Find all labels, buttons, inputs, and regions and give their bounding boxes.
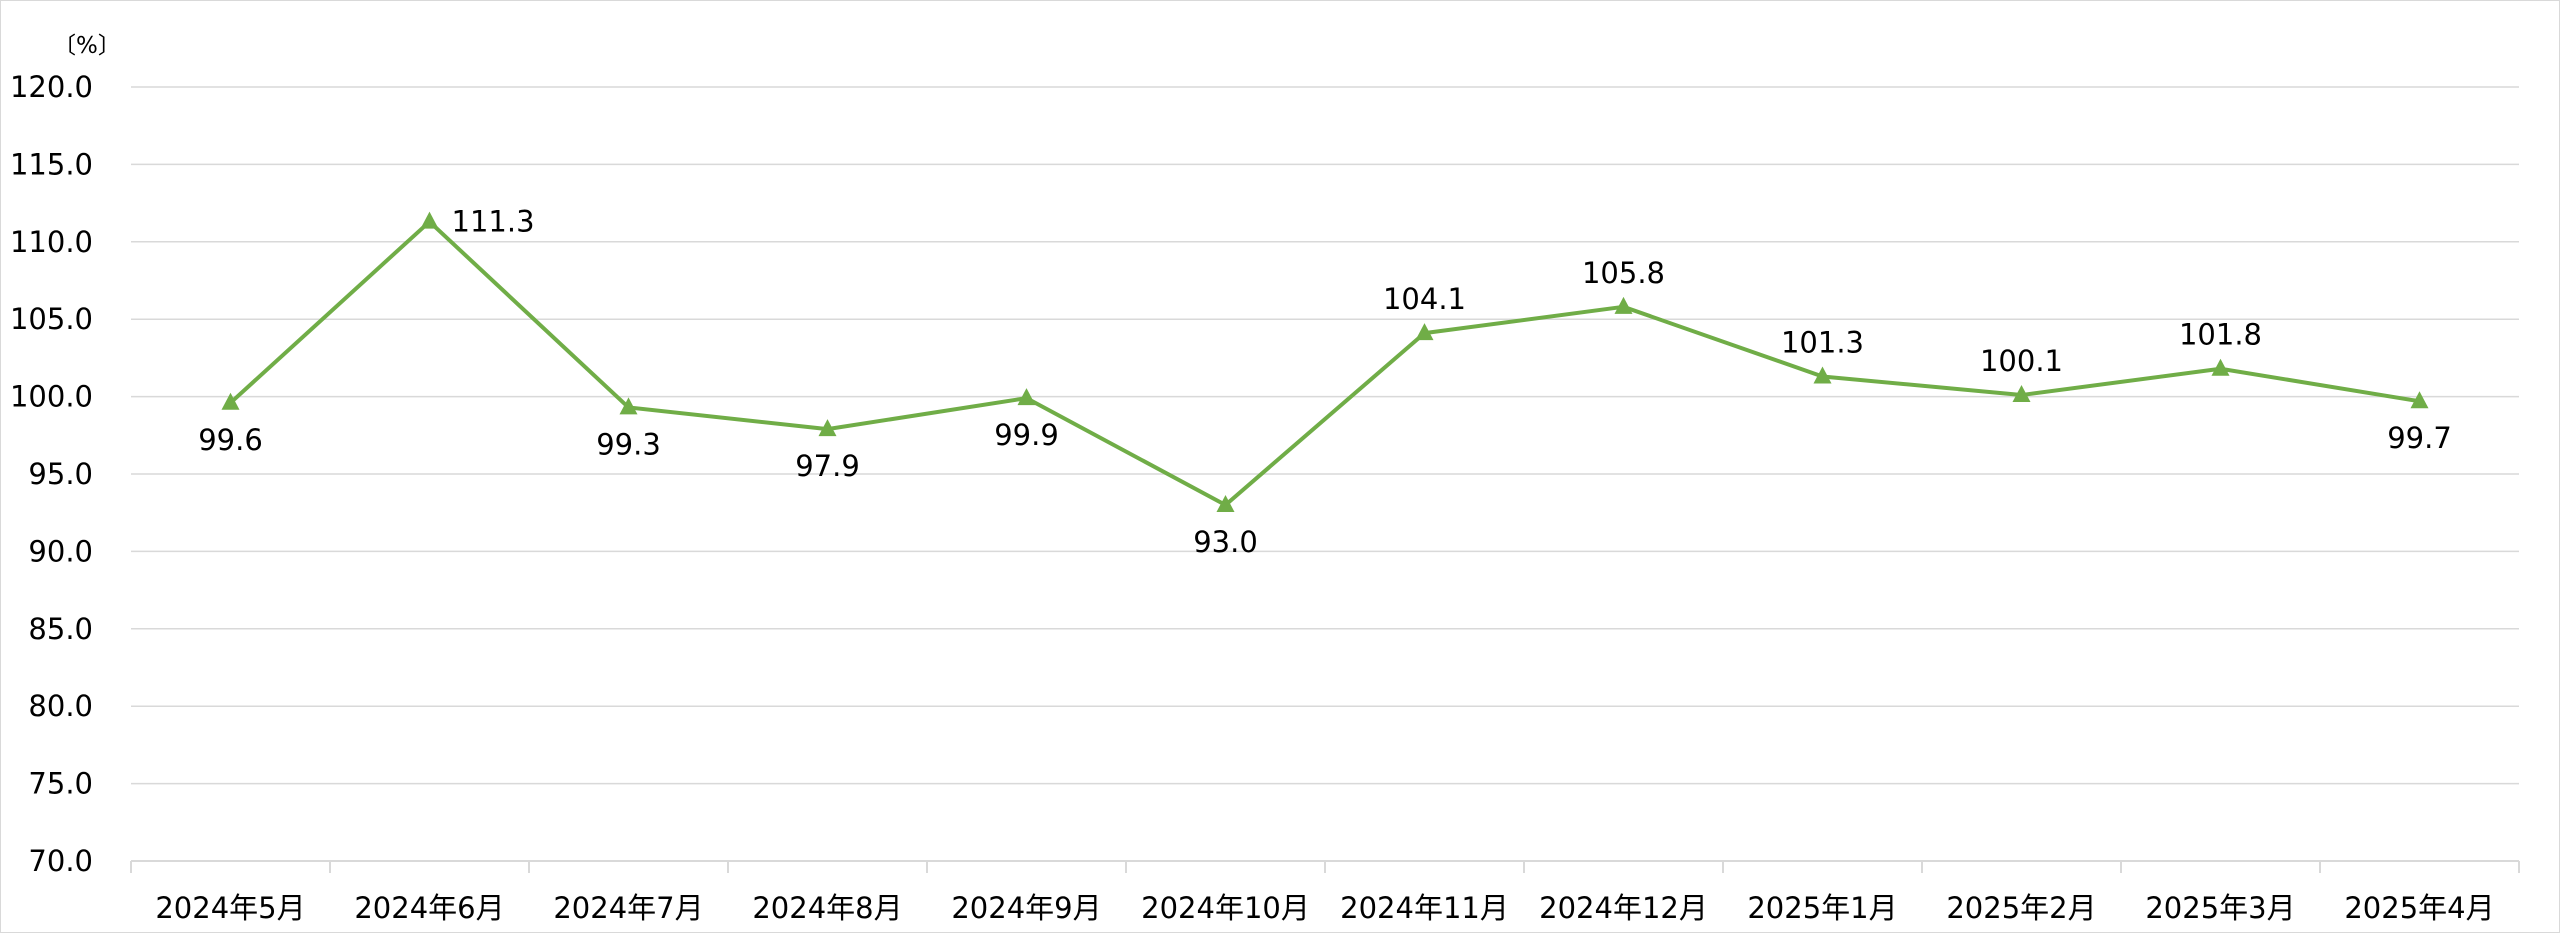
data-point-marker: [2410, 391, 2429, 409]
y-tick-label: 115.0: [10, 147, 93, 181]
data-label: 101.8: [2179, 318, 2262, 352]
data-labels: 99.6 111.3 99.3 97.9 99.9 93.0 104.1 105.8 101.3…: [198, 205, 2452, 559]
x-tick-label: 2024年8月: [752, 891, 902, 925]
y-tick-label: 75.0: [28, 767, 93, 801]
x-tick-label: 2024年7月: [553, 891, 703, 925]
x-tick-label: 2025年1月: [1747, 891, 1897, 925]
x-tick-label: 2025年2月: [1946, 891, 2096, 925]
y-tick-label: 100.0: [10, 380, 93, 414]
data-label: 99.6: [198, 423, 263, 457]
y-tick-label: 110.0: [10, 225, 93, 259]
data-label: 105.8: [1582, 256, 1665, 290]
data-point-marker: [619, 397, 638, 415]
y-tick-label: 80.0: [28, 689, 93, 723]
y-axis-unit-label: 〔%〕: [53, 33, 121, 59]
series-markers: [221, 211, 2429, 512]
data-label: 99.7: [2387, 421, 2452, 455]
x-tick-label: 2025年4月: [2344, 891, 2494, 925]
y-tick-label: 95.0: [28, 457, 93, 491]
data-label: 101.3: [1781, 325, 1864, 359]
y-tick-label: 85.0: [28, 612, 93, 646]
data-label: 100.1: [1980, 344, 2063, 378]
data-label: 104.1: [1383, 282, 1466, 316]
data-point-marker: [420, 211, 439, 229]
series-line-layer: [229, 219, 2420, 507]
data-label: 93.0: [1193, 525, 1258, 559]
x-tick-label: 2024年11月: [1340, 891, 1509, 925]
x-tick-label: 2024年12月: [1539, 891, 1708, 925]
gridlines: [131, 86, 2519, 785]
x-tick-label: 2024年6月: [354, 891, 504, 925]
x-tick-label: 2025年3月: [2145, 891, 2295, 925]
series-line: [229, 219, 2420, 507]
data-point-marker: [1415, 323, 1434, 341]
axes: [130, 860, 2520, 873]
data-point-marker: [221, 392, 240, 410]
y-tick-label: 105.0: [10, 302, 93, 336]
x-tick-label: 2024年5月: [155, 891, 305, 925]
x-tick-label: 2024年9月: [951, 891, 1101, 925]
y-tick-label: 70.0: [28, 844, 93, 878]
y-tick-label: 120.0: [10, 70, 93, 104]
x-axis-tick-labels: 2024年5月 2024年6月 2024年7月 2024年8月 2024年9月 2024年…: [155, 891, 2494, 925]
data-point-marker: [1614, 296, 1633, 314]
y-axis-tick-labels: 70.0 75.0 80.0 85.0 90.0 95.0 100.0 105.0 110.0 1…: [10, 70, 93, 878]
data-label: 99.9: [994, 418, 1059, 452]
x-tick-label: 2024年10月: [1141, 891, 1310, 925]
y-tick-label: 90.0: [28, 534, 93, 568]
data-label: 99.3: [596, 427, 661, 461]
data-point-marker: [1813, 366, 1832, 384]
data-label: 97.9: [795, 449, 860, 483]
data-point-marker: [2012, 385, 2031, 403]
data-point-marker: [1216, 494, 1235, 512]
data-label: 111.3: [452, 205, 535, 239]
data-point-marker: [1017, 388, 1036, 406]
data-point-marker: [2211, 358, 2230, 376]
data-point-marker: [818, 419, 837, 437]
